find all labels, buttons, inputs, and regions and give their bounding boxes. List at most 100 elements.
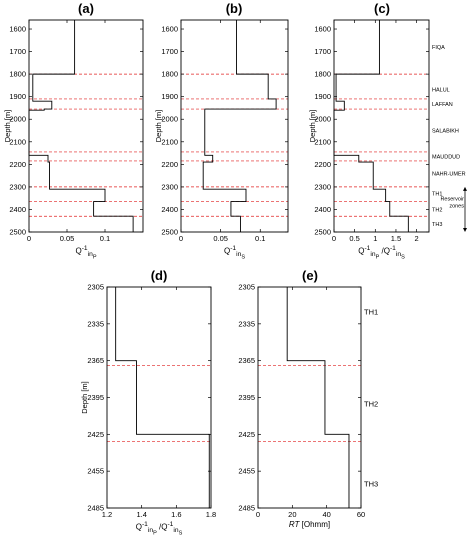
step-profile-line xyxy=(115,287,210,508)
y-tick-label: 2500 xyxy=(161,228,178,237)
y-tick-label: 2000 xyxy=(9,115,26,124)
formation-label: TH2 xyxy=(432,207,442,213)
plot-frame xyxy=(180,19,289,233)
y-tick-label: 1800 xyxy=(314,70,331,79)
zone-label: TH1 xyxy=(364,308,378,317)
step-profile-line xyxy=(202,20,277,232)
y-tick-label: 2100 xyxy=(314,137,331,146)
y-tick-label: 2000 xyxy=(314,115,331,124)
x-tick-label: 1.8 xyxy=(206,510,216,519)
x-tick-label: 0 xyxy=(179,234,183,243)
x-tick-label: 40 xyxy=(322,510,330,519)
x-tick-label: 1.2 xyxy=(102,510,112,519)
y-tick-label: 2400 xyxy=(9,205,26,214)
y-axis-label: Depth [m] xyxy=(308,110,317,143)
y-tick-label: 2395 xyxy=(238,393,255,402)
formation-label: MAUDDUD xyxy=(432,154,460,160)
x-tick-label: 0.5 xyxy=(349,234,359,243)
formation-label: SALABIKH xyxy=(432,129,459,135)
y-tick-label: 1600 xyxy=(9,25,26,34)
panel-a: (a) 1600 1700 1800 1900 2000 2100 2200 2300 2400 2… xyxy=(3,1,144,261)
panel-b: (b) 1600 1700 1800 1900 2000 2100 2200 2300 2400 2… xyxy=(154,1,289,261)
reservoir-zones-label: zones xyxy=(449,203,464,209)
formation-label: TH3 xyxy=(432,222,442,228)
plot-frame xyxy=(106,286,212,509)
y-tick-label: 2335 xyxy=(87,319,104,328)
y-tick-label: 1700 xyxy=(161,47,178,56)
plot-frame xyxy=(257,286,362,509)
y-tick-label: 1900 xyxy=(314,92,331,101)
y-tick-label: 2500 xyxy=(9,228,26,237)
x-tick-label: 1.4 xyxy=(136,510,146,519)
y-tick-label: 1700 xyxy=(9,47,26,56)
y-tick-label: 2400 xyxy=(161,205,178,214)
y-tick-label: 2485 xyxy=(87,504,104,513)
x-tick-label: 0 xyxy=(256,510,260,519)
y-tick-label: 2300 xyxy=(161,182,178,191)
y-tick-label: 2455 xyxy=(87,467,104,476)
y-tick-label: 2100 xyxy=(161,137,178,146)
x-axis-label-text: Q-1inP /Q-1inS xyxy=(358,245,405,261)
y-tick-label: 2000 xyxy=(161,115,178,124)
x-tick-label: 0.05 xyxy=(213,234,228,243)
y-tick-label: 2305 xyxy=(238,283,255,292)
plot-frame xyxy=(333,19,430,233)
y-tick-label: 2425 xyxy=(238,430,255,439)
y-tick-label: 2335 xyxy=(238,319,255,328)
x-tick-label: 0 xyxy=(27,234,31,243)
x-tick-label: 1 xyxy=(373,234,377,243)
step-profile-line xyxy=(28,20,134,232)
formation-label: NAHR-UMER xyxy=(432,171,466,177)
panel-c: (c) 1600 1700 1800 1900 2000 2100 2200 2300 2400 2… xyxy=(308,1,467,261)
y-tick-label: 2500 xyxy=(314,228,331,237)
panel-letter: (a) xyxy=(78,1,94,16)
step-profile-line xyxy=(286,287,350,508)
y-tick-label: 2305 xyxy=(87,283,104,292)
x-axis-label: Q-1inP /Q-1inS xyxy=(135,521,183,537)
x-axis-label: RT [Ohmm] xyxy=(289,520,330,529)
x-tick-label: 0.05 xyxy=(60,234,75,243)
y-tick-label: 2300 xyxy=(9,182,26,191)
y-tick-label: 1600 xyxy=(161,25,178,34)
y-tick-label: 1900 xyxy=(161,92,178,101)
y-axis-label: Depth [m] xyxy=(3,110,12,143)
reservoir-arrow-head-top xyxy=(463,186,467,191)
x-axis-label-text: Q-1inS xyxy=(223,245,246,261)
step-profile-line xyxy=(333,20,409,232)
y-tick-label: 1600 xyxy=(314,25,331,34)
x-tick-label: 0.1 xyxy=(255,234,265,243)
x-axis-label: Q-1inP xyxy=(75,245,97,261)
formation-label: TH1 xyxy=(432,192,442,198)
x-axis-label-text: Q-1inP /Q-1inS xyxy=(135,521,183,537)
y-tick-label: 2200 xyxy=(314,160,331,169)
y-tick-label: 1900 xyxy=(9,92,26,101)
y-tick-label: 2200 xyxy=(161,160,178,169)
x-axis-label: Q-1inS xyxy=(223,245,246,261)
x-tick-label: 1.5 xyxy=(391,234,401,243)
zone-label: TH3 xyxy=(364,479,378,488)
panel-letter: (e) xyxy=(302,268,318,283)
y-tick-label: 2365 xyxy=(238,356,255,365)
panel-letter: (d) xyxy=(151,268,168,283)
y-axis-label: Depth [m] xyxy=(80,381,89,414)
y-tick-label: 2485 xyxy=(238,504,255,513)
x-axis-label-text: Q-1inP xyxy=(75,245,97,261)
x-tick-label: 20 xyxy=(288,510,296,519)
reservoir-arrow-head-bottom xyxy=(463,228,467,232)
y-tick-label: 1700 xyxy=(314,47,331,56)
formation-label: FIQA xyxy=(432,45,445,51)
y-tick-label: 2425 xyxy=(87,430,104,439)
x-tick-label: 2 xyxy=(415,234,419,243)
x-axis-label: Q-1inP /Q-1inS xyxy=(358,245,405,261)
y-tick-label: 2395 xyxy=(87,393,104,402)
y-tick-label: 1800 xyxy=(161,70,178,79)
y-axis-label: Depth [m] xyxy=(154,110,163,143)
x-tick-label: 0.1 xyxy=(100,234,110,243)
y-tick-label: 2100 xyxy=(9,137,26,146)
y-tick-label: 2400 xyxy=(314,205,331,214)
y-tick-label: 2365 xyxy=(87,356,104,365)
formation-label: HALUL xyxy=(432,87,450,93)
panel-letter: (c) xyxy=(374,1,390,16)
